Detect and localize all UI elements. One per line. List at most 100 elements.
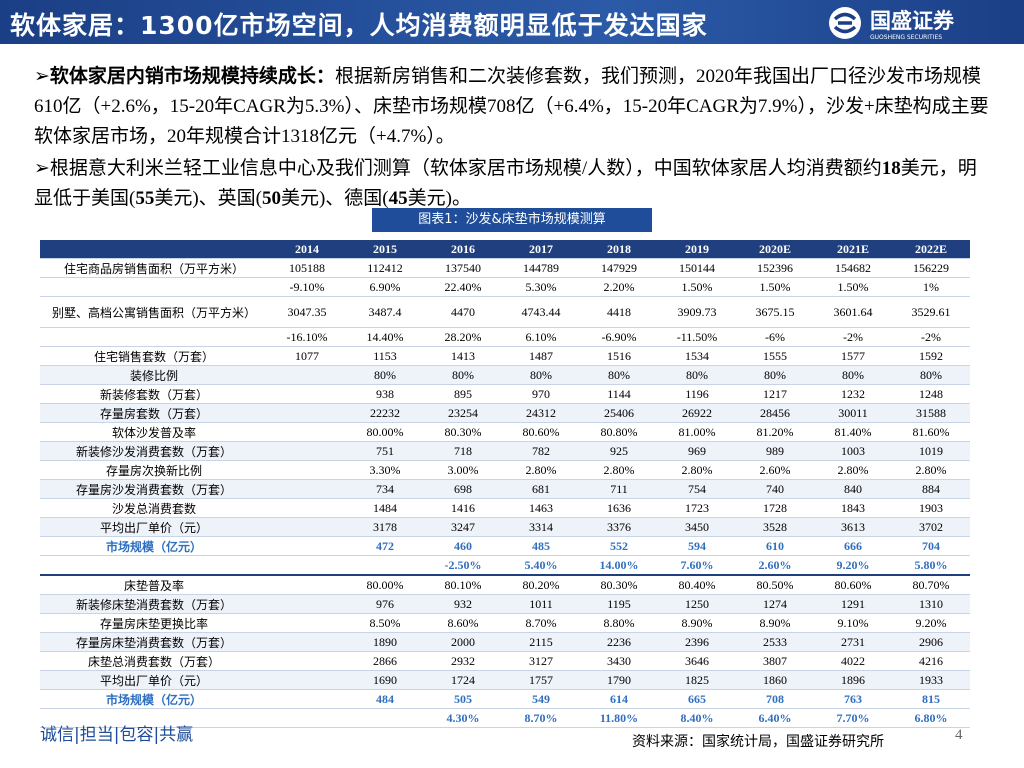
table-cell: 1723 — [658, 498, 736, 518]
table-cell: 754 — [658, 479, 736, 499]
table-cell: 5.40% — [502, 555, 580, 576]
table-cell: -2.50% — [424, 555, 502, 576]
table-cell: 460 — [424, 536, 502, 556]
table-cell: 2.80% — [502, 460, 580, 480]
table-cell — [268, 555, 346, 576]
row-label: 新装修套数（万套） — [40, 384, 268, 404]
table-cell: 156229 — [892, 258, 970, 278]
table-cell: 9.20% — [892, 613, 970, 633]
table-cell: 80% — [580, 365, 658, 385]
table-cell: 2.80% — [658, 460, 736, 480]
table-cell — [268, 441, 346, 461]
table-cell: 1555 — [736, 346, 814, 366]
table-cell: 80.10% — [424, 574, 502, 595]
table-cell: 8.60% — [424, 613, 502, 633]
table-cell: 1.50% — [736, 277, 814, 297]
table-cell: 23254 — [424, 403, 502, 423]
table-cell: 666 — [814, 536, 892, 556]
table-cell: 3528 — [736, 517, 814, 537]
table-cell: 1843 — [814, 498, 892, 518]
table-cell: 2000 — [424, 632, 502, 652]
bullet-text: 根据意大利米兰轻工业信息中心及我们测算（软体家居市场规模/人数），中国软体家居人… — [49, 158, 882, 179]
bullet-body: 根据新房销售和二次装修套数，我们预测，2020年我国出厂口径沙发市场规模610亿… — [34, 66, 989, 147]
table-cell: -11.50% — [658, 327, 736, 347]
header-cell: 2019 — [658, 240, 736, 259]
table-cell: 3047.35 — [268, 296, 346, 328]
table-cell: 80.60% — [502, 422, 580, 442]
table-cell: 1933 — [892, 670, 970, 690]
table-cell: 3646 — [658, 651, 736, 671]
table-cell: 782 — [502, 441, 580, 461]
table-cell — [268, 594, 346, 614]
table-cell: 3430 — [580, 651, 658, 671]
table-cell: 81.20% — [736, 422, 814, 442]
table-cell: 3675.15 — [736, 296, 814, 328]
row-label: 新装修床垫消费套数（万套） — [40, 594, 268, 614]
table-cell: 751 — [346, 441, 424, 461]
table-cell: 2.80% — [814, 460, 892, 480]
table-cell: 3613 — [814, 517, 892, 537]
table-cell: 80.70% — [892, 574, 970, 595]
table-cell: 681 — [502, 479, 580, 499]
table-row: 4.30% 8.70% 11.80% 8.40% 6.40% 7.70% 6.80% — [40, 708, 970, 728]
table-cell: 4743.44 — [502, 296, 580, 328]
table-cell — [268, 651, 346, 671]
table-cell: 28456 — [736, 403, 814, 423]
table-cell: 2906 — [892, 632, 970, 652]
table-cell: 614 — [580, 689, 658, 709]
table-cell: 112412 — [346, 258, 424, 278]
table-cell: 8.70% — [502, 613, 580, 633]
table-cell: 80.30% — [424, 422, 502, 442]
header-cell — [40, 240, 268, 259]
table-cell: 4418 — [580, 296, 658, 328]
table-cell: 1416 — [424, 498, 502, 518]
table-row: 市场规模（亿元） 472 460 485 552 594 610 666 704 — [40, 536, 970, 556]
table-cell: 884 — [892, 479, 970, 499]
table-cell: 8.50% — [346, 613, 424, 633]
table-cell: 665 — [658, 689, 736, 709]
table-cell: 7.70% — [814, 708, 892, 728]
row-label: 装修比例 — [40, 365, 268, 385]
table-cell: 708 — [736, 689, 814, 709]
table-cell: 31588 — [892, 403, 970, 423]
table-cell: -9.10% — [268, 277, 346, 297]
table-row: 床垫普及率 80.00% 80.10% 80.20% 80.30% 80.40% 80.50… — [40, 574, 970, 595]
row-label: 存量房沙发消费套数（万套） — [40, 479, 268, 499]
table-cell: 763 — [814, 689, 892, 709]
table-cell: 989 — [736, 441, 814, 461]
table-cell: 1577 — [814, 346, 892, 366]
table-cell: 3.30% — [346, 460, 424, 480]
bullet: ➢软体家居内销市场规模持续成长：根据新房销售和二次装修套数，我们预测，2020年… — [34, 66, 989, 147]
figure-caption: 图表1：沙发&床垫市场规模测算 — [372, 208, 652, 232]
table-cell: 8.90% — [736, 613, 814, 633]
header-cell: 2014 — [268, 240, 346, 259]
table-cell — [268, 384, 346, 404]
table-cell: 4.30% — [424, 708, 502, 728]
row-label: 存量房次换新比例 — [40, 460, 268, 480]
table-cell: 3529.61 — [892, 296, 970, 328]
table-row: -16.10% 14.40% 28.20% 6.10% -6.90% -11.50% -6%… — [40, 327, 970, 347]
table-cell: 1690 — [346, 670, 424, 690]
table-cell: 1195 — [580, 594, 658, 614]
table-cell: 1728 — [736, 498, 814, 518]
bullet-text: 美元)、英国( — [154, 188, 262, 209]
header-cell: 2018 — [580, 240, 658, 259]
table-row: 存量房床垫更换比率 8.50% 8.60% 8.70% 8.80% 8.90% 8.90% 9… — [40, 613, 970, 633]
table-cell: 1890 — [346, 632, 424, 652]
logo-subtext: GUOSHENG SECURITIES — [870, 34, 942, 41]
table-cell: 1153 — [346, 346, 424, 366]
table-row: 存量房套数（万套） 22232 23254 24312 25406 26922 28456 3… — [40, 403, 970, 423]
header-cell: 2022E — [892, 240, 970, 259]
bullet-text: 美元，明显低于美国( — [34, 158, 977, 209]
table-cell: 938 — [346, 384, 424, 404]
table-cell: -2% — [892, 327, 970, 347]
table-cell: -6.90% — [580, 327, 658, 347]
table-cell: 11.80% — [580, 708, 658, 728]
table-cell: 1903 — [892, 498, 970, 518]
row-label: 存量房床垫更换比率 — [40, 613, 268, 633]
table-cell: 3178 — [346, 517, 424, 537]
table-cell — [346, 555, 424, 576]
table-cell: 80.00% — [346, 574, 424, 595]
source-note: 资料来源：国家统计局，国盛证券研究所 — [632, 734, 884, 750]
table-cell: 3487.4 — [346, 296, 424, 328]
